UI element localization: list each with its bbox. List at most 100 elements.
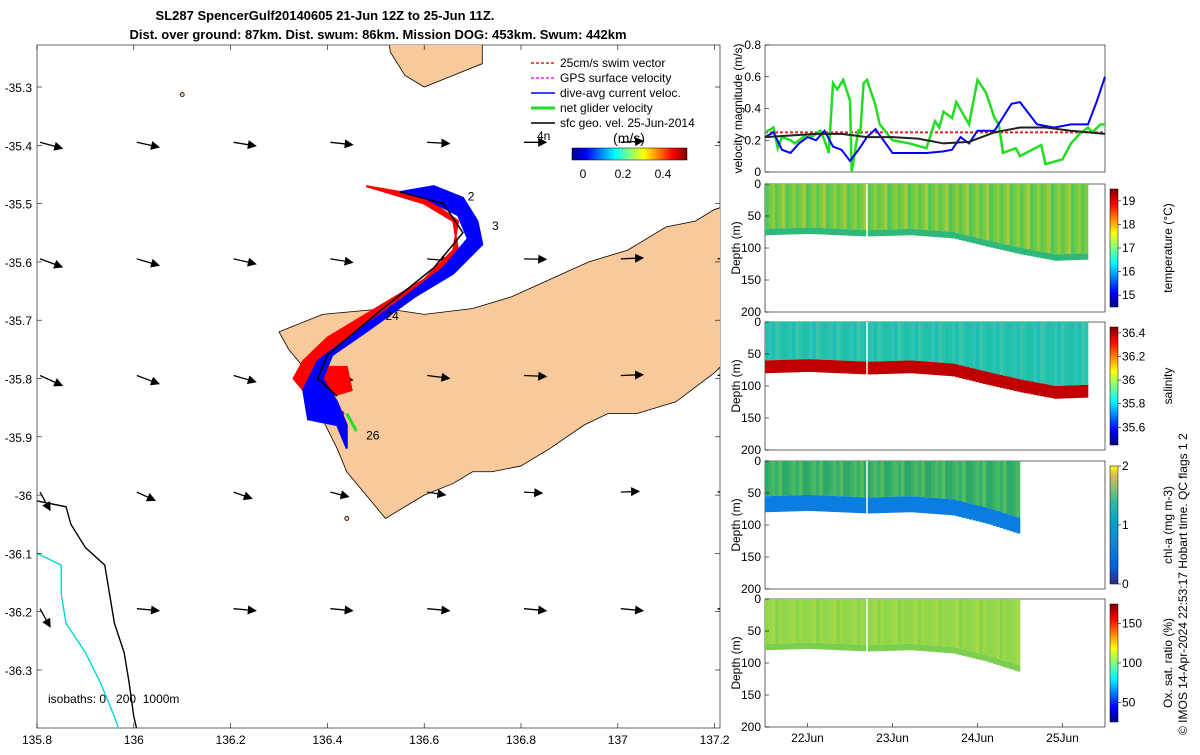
heatmap-cell <box>918 599 922 645</box>
heatmap-y-tick-label: 200 <box>741 582 761 596</box>
heatmap-cell <box>877 322 881 362</box>
map-x-tick-label: 136.2 <box>216 733 246 747</box>
heatmap-cell <box>805 359 810 372</box>
heatmap-cell <box>1006 514 1011 531</box>
colorbar-tick-label: 0 <box>1122 577 1129 591</box>
heatmap-cell <box>792 495 796 512</box>
islet <box>179 92 185 97</box>
heatmap-cell <box>904 599 909 644</box>
heatmap-cell <box>792 599 796 643</box>
heatmap-cell <box>989 184 994 242</box>
heatmap-cell <box>1037 382 1041 396</box>
heatmap-cell <box>833 184 837 229</box>
heatmap-y-axis-label: Depth (m) <box>729 221 743 274</box>
heatmap-cell <box>771 461 776 496</box>
heatmap-cell <box>1013 378 1017 391</box>
heatmap-cell <box>785 228 790 235</box>
heatmap-cell <box>771 360 776 373</box>
heatmap-cell <box>833 360 837 374</box>
heatmap-y-tick-label: 0 <box>754 592 761 606</box>
heatmap-cell <box>901 322 905 361</box>
heatmap-cell <box>768 599 773 644</box>
heatmap-cell <box>799 642 803 650</box>
heatmap-cell <box>816 599 820 643</box>
colorbar-tick-label: 36.4 <box>1122 326 1146 340</box>
heatmap-cell <box>850 644 854 651</box>
heatmap-cell <box>1057 322 1062 386</box>
heatmap-cell <box>890 184 895 230</box>
heatmap-cell <box>1006 661 1011 669</box>
heatmap-cell <box>836 496 841 513</box>
heatmap-cell <box>948 322 953 364</box>
heatmap-cell <box>1043 384 1048 397</box>
figure-title-line1: SL287 SpencerGulf20140605 21-Jun 12Z to … <box>156 8 495 23</box>
heatmap-cell <box>945 498 949 515</box>
heatmap-cell <box>826 461 830 496</box>
heatmap-panel-salinity: 0 50 100 150 200 Depth (m) 35.6 35.8 36 36.2 36.4 s… <box>729 315 1175 457</box>
heatmap-cell <box>839 360 844 374</box>
colorbar-label: salinity <box>1161 368 1175 405</box>
heatmap-cell <box>802 495 807 512</box>
heatmap-cell <box>918 461 922 497</box>
heatmap-cell <box>819 643 824 650</box>
heatmap-cell <box>802 322 807 360</box>
heatmap-cell <box>812 359 817 373</box>
geo-velocity-arrow <box>717 608 720 610</box>
heatmap-cell <box>924 599 929 645</box>
heatmap-cell <box>1067 184 1072 254</box>
geo-velocity-arrow <box>427 138 451 148</box>
heatmap-cell <box>992 241 997 249</box>
heatmap-cell <box>1071 385 1075 399</box>
heatmap-cell <box>1006 244 1011 252</box>
geo-velocity-arrow <box>136 140 161 150</box>
heatmap-cell <box>1084 253 1089 260</box>
heatmap-cell <box>948 461 953 500</box>
legend-label: dive-avg current veloc. <box>560 86 681 100</box>
map-x-tick-label: 137 <box>608 733 628 747</box>
heatmap-cell <box>1003 322 1007 376</box>
heatmap-cell <box>952 599 956 647</box>
heatmap-cell <box>887 184 892 230</box>
heatmap-cell <box>1030 381 1034 395</box>
heatmap-cell <box>860 461 864 498</box>
heatmap-cell <box>918 229 922 236</box>
heatmap-cell <box>877 599 881 645</box>
heatmap-cell <box>1077 184 1082 254</box>
colorbar-tick-label: 0.2 <box>615 167 632 181</box>
heatmap-cell <box>1009 184 1014 246</box>
heatmap-cell <box>1074 253 1079 261</box>
heatmap-cell <box>850 229 854 236</box>
heatmap-cell <box>884 461 888 497</box>
heatmap-cell <box>1016 517 1021 534</box>
heatmap-cell <box>1013 184 1017 247</box>
heatmap-cell <box>829 228 834 235</box>
heatmap-cell <box>1067 322 1072 386</box>
heatmap-cell <box>948 231 953 239</box>
heatmap-cell <box>812 227 817 235</box>
heatmap-cell <box>1040 251 1045 259</box>
heatmap-cell <box>833 228 837 236</box>
heatmap-cell <box>812 642 817 650</box>
map-x-tick-label: 135.8 <box>22 733 52 747</box>
heatmap-cell <box>785 359 790 373</box>
heatmap-cell <box>853 496 858 513</box>
heatmap-cell <box>1064 254 1068 261</box>
heatmap-cell <box>1003 244 1007 251</box>
heatmap-cell <box>843 644 847 651</box>
heatmap-cell <box>897 461 902 497</box>
legend-label: 25cm/s swim vector <box>560 56 665 70</box>
heatmap-cell <box>1047 184 1051 254</box>
heatmap-cell <box>788 643 793 650</box>
colorbar-tick-label: 36 <box>1122 373 1136 387</box>
colorbar-tick-label: 35.6 <box>1122 420 1146 434</box>
heatmap-cell <box>1057 184 1062 255</box>
heatmap-cell <box>894 322 898 361</box>
geo-velocity-arrow <box>39 258 64 269</box>
heatmap-cell <box>870 599 875 645</box>
heatmap-y-axis-label: Depth (m) <box>729 636 743 689</box>
heatmap-cell <box>846 644 851 651</box>
heatmap-cell <box>775 184 779 229</box>
heatmap-cell <box>863 599 868 645</box>
heatmap-cell <box>1020 322 1024 380</box>
heatmap-cell <box>1026 380 1031 394</box>
